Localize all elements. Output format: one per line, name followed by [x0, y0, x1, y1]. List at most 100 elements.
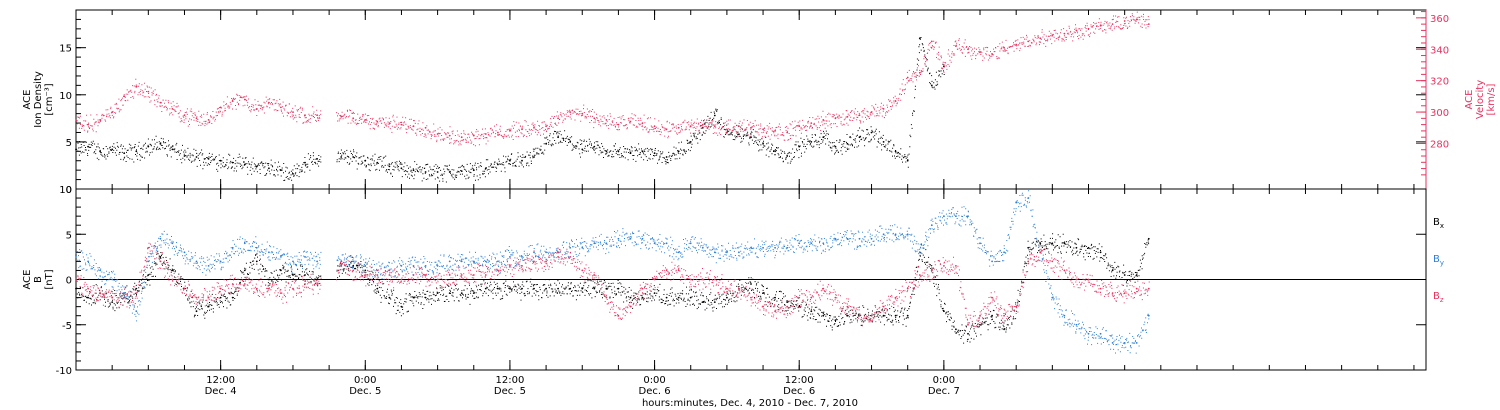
series-velocity [75, 11, 1150, 147]
y-axis-label-line: Velocity [1475, 80, 1486, 119]
data-point-density [268, 167, 270, 170]
data-point-velocity [292, 111, 294, 113]
y-tick-label-right: 320 [1430, 77, 1449, 88]
data-point-bz [400, 278, 403, 281]
data-point-velocity [653, 125, 656, 128]
y-tick-label-left: 5 [66, 230, 72, 241]
data-point-velocity [484, 133, 487, 135]
data-point-velocity [280, 106, 282, 109]
data-point-velocity [207, 119, 210, 121]
data-point-bz [376, 274, 379, 276]
data-point-bx [677, 296, 680, 299]
data-point-by [641, 237, 644, 240]
data-point-velocity [882, 108, 885, 110]
y-axis-label-right: ACEVelocity[km/s] [1464, 80, 1497, 119]
data-point-by [340, 260, 343, 263]
data-point-velocity [1111, 23, 1114, 25]
data-point-velocity [460, 136, 463, 139]
data-point-bx [955, 328, 957, 331]
data-point-bz [436, 278, 439, 281]
data-point-density [810, 141, 813, 143]
data-point-density [557, 136, 559, 139]
data-point-bx [750, 283, 752, 285]
data-point-bz [316, 283, 318, 285]
scatter-cloud-by [75, 190, 1150, 354]
y-tick-label-right: 300 [1430, 108, 1449, 119]
data-point-bz [1147, 287, 1150, 290]
data-point-density [882, 141, 885, 143]
data-point-velocity [1123, 20, 1126, 22]
data-point-by [1087, 332, 1090, 335]
data-point-by [304, 256, 306, 258]
x-axis-label: hours:minutes, Dec. 4, 2010 - Dec. 7, 20… [642, 398, 858, 409]
data-point-by [810, 242, 813, 245]
data-point-velocity [617, 123, 620, 126]
data-point-by [713, 251, 716, 254]
legend-subscript-bx: x [1440, 222, 1444, 230]
data-point-bz [1135, 287, 1138, 290]
y-tick-label-left: 0 [66, 185, 72, 196]
data-point-bx [1027, 246, 1030, 249]
data-point-bz [689, 278, 692, 281]
data-point-by [1075, 323, 1078, 326]
data-point-density [846, 142, 849, 145]
data-point-density [906, 159, 909, 162]
data-point-bx [689, 296, 692, 299]
data-point-by [762, 246, 764, 249]
data-point-by [280, 256, 282, 258]
x-tick-date-label: Dec. 7 [928, 386, 960, 397]
data-point-bx [665, 296, 668, 299]
data-point-bz [460, 274, 463, 276]
data-point-density [460, 170, 463, 173]
y-tick-label-left: 10 [59, 185, 72, 196]
y-axis-label-line: ACE [22, 90, 33, 110]
data-point-bz [364, 274, 367, 276]
data-point-by [545, 251, 547, 254]
data-point-by [894, 233, 897, 236]
data-point-bz [930, 269, 933, 272]
data-point-velocity [376, 120, 379, 123]
data-point-bz [726, 287, 728, 290]
data-point-bz [207, 296, 210, 299]
data-point-density [87, 145, 89, 148]
data-point-density [762, 142, 764, 145]
x-tick-date-label: Dec. 5 [494, 386, 526, 397]
data-point-by [292, 260, 294, 263]
data-point-by [195, 260, 198, 263]
data-point-bz [605, 296, 608, 299]
data-point-bx [436, 292, 439, 294]
data-point-bz [280, 292, 282, 294]
data-point-by [364, 265, 367, 267]
data-point-by [219, 260, 222, 263]
data-point-density [207, 158, 210, 160]
data-point-bz [1099, 287, 1102, 290]
data-point-bz [521, 265, 523, 267]
data-point-bz [713, 278, 716, 281]
data-point-by [1063, 314, 1066, 317]
data-point-by [774, 246, 776, 249]
data-point-by [509, 256, 511, 258]
data-point-bz [955, 265, 957, 267]
data-point-by [870, 237, 873, 240]
data-point-velocity [906, 76, 909, 79]
legend-bz: Bz [1433, 291, 1444, 304]
data-point-bz [135, 292, 138, 294]
data-point-density [593, 145, 596, 148]
data-point-bz [918, 274, 921, 276]
data-point-bz [484, 274, 487, 276]
data-point-by [159, 237, 162, 240]
data-point-velocity [786, 131, 789, 134]
data-point-velocity [171, 108, 174, 110]
data-point-bz [509, 265, 511, 267]
data-point-by [569, 246, 572, 249]
data-point-bx [268, 278, 270, 281]
data-point-by [448, 260, 451, 263]
data-point-density [147, 145, 150, 148]
data-point-bx [1075, 246, 1078, 249]
data-point-by [316, 260, 318, 263]
data-point-density [521, 159, 523, 162]
data-point-density [123, 152, 126, 155]
data-point-by [99, 269, 101, 272]
